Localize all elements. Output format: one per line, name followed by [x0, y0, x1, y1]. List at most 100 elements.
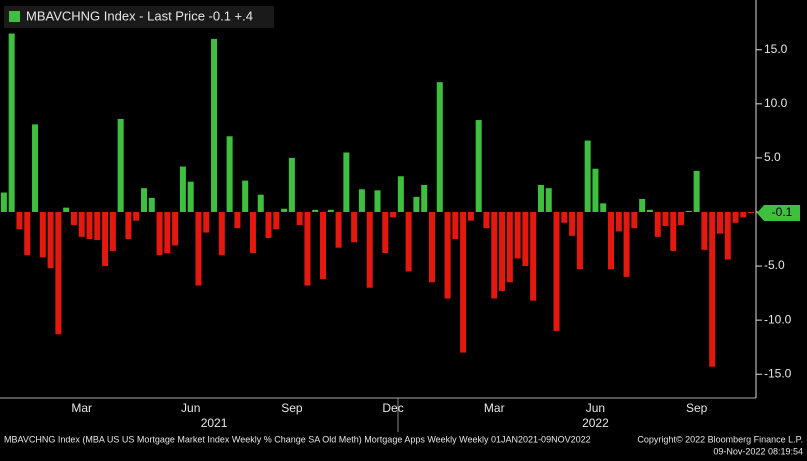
bar [374, 190, 381, 212]
year-label: 2021 [201, 416, 228, 430]
bar [732, 211, 739, 223]
bar [639, 199, 646, 212]
x-tick-label: Dec [382, 401, 403, 415]
bar [117, 118, 124, 212]
bar [506, 211, 513, 283]
bar [444, 211, 451, 299]
bar [8, 33, 15, 212]
bar [716, 211, 723, 234]
timestamp: 09-Nov-2022 08:19:54 [713, 446, 803, 456]
bar [304, 211, 311, 286]
bar [475, 120, 482, 212]
bar [335, 211, 342, 248]
bar [320, 211, 327, 280]
bar [47, 211, 54, 269]
source-note: MBAVCHNG Index (MBA US US Mortgage Marke… [4, 434, 591, 444]
y-tick-label: 10.0 [764, 96, 788, 110]
bar [545, 188, 552, 212]
bar [164, 211, 171, 254]
bar [257, 194, 264, 212]
bar [483, 211, 490, 229]
bar [32, 124, 39, 212]
bar [514, 211, 521, 259]
bar [623, 211, 630, 277]
bar [452, 211, 459, 240]
copyright: Copyright© 2022 Bloomberg Finance L.P. [637, 434, 803, 444]
bar [561, 211, 568, 223]
bar [94, 211, 101, 241]
bar [678, 211, 685, 225]
bar [0, 192, 7, 212]
bar [366, 211, 373, 288]
bar [530, 211, 537, 301]
y-tick-label: -10.0 [764, 312, 792, 326]
bar [397, 176, 404, 212]
bar [358, 189, 365, 212]
bar [265, 211, 272, 238]
bar [249, 211, 256, 254]
bar [600, 203, 607, 212]
bar [569, 211, 576, 236]
bar [685, 210, 692, 212]
bar [499, 211, 506, 291]
x-tick-label: Jun [181, 401, 200, 415]
bar [24, 211, 31, 256]
bar [296, 211, 303, 225]
bar [39, 211, 46, 258]
bar [218, 211, 225, 256]
bar [405, 211, 412, 272]
bar [421, 184, 428, 212]
bar [179, 166, 186, 212]
bar [413, 196, 420, 212]
bar [273, 211, 280, 230]
bar [584, 140, 591, 212]
bar [740, 211, 747, 218]
bar [662, 211, 669, 227]
bar [693, 170, 700, 212]
bar [537, 184, 544, 212]
bar [16, 211, 23, 230]
bar [724, 211, 731, 260]
bar [140, 188, 147, 212]
y-tick-label: -5.0 [764, 258, 785, 272]
bar [615, 211, 622, 232]
bar [631, 211, 638, 229]
bar [592, 168, 599, 212]
bar [234, 211, 241, 229]
bar [203, 211, 210, 233]
x-tick-label: Sep [281, 401, 303, 415]
last-value-tag [757, 205, 800, 222]
bar [148, 197, 155, 212]
bar [312, 209, 319, 212]
bar [608, 211, 615, 270]
last-value-label: -0.1 [772, 205, 793, 219]
bar [428, 211, 435, 283]
bar [156, 211, 163, 256]
bar [709, 211, 716, 367]
x-tick-label: Sep [686, 401, 708, 415]
bar [382, 211, 389, 254]
bar [211, 38, 218, 212]
bar [281, 208, 288, 212]
bar [125, 211, 132, 240]
year-label: 2022 [582, 416, 609, 430]
bar [63, 207, 70, 212]
bar [327, 209, 334, 212]
legend-swatch [9, 11, 20, 22]
bar [390, 211, 397, 218]
bar [226, 136, 233, 212]
y-tick-label: -15.0 [764, 366, 792, 380]
bar [670, 211, 677, 251]
bar [654, 211, 661, 237]
bar [576, 211, 583, 270]
bar [70, 211, 77, 225]
bar [102, 211, 109, 267]
bar [460, 211, 467, 353]
bar [86, 211, 93, 240]
bar [288, 157, 295, 212]
x-tick-label: Mar [484, 401, 505, 415]
bar [701, 211, 708, 250]
bar [133, 211, 140, 221]
x-tick-label: Jun [586, 401, 605, 415]
